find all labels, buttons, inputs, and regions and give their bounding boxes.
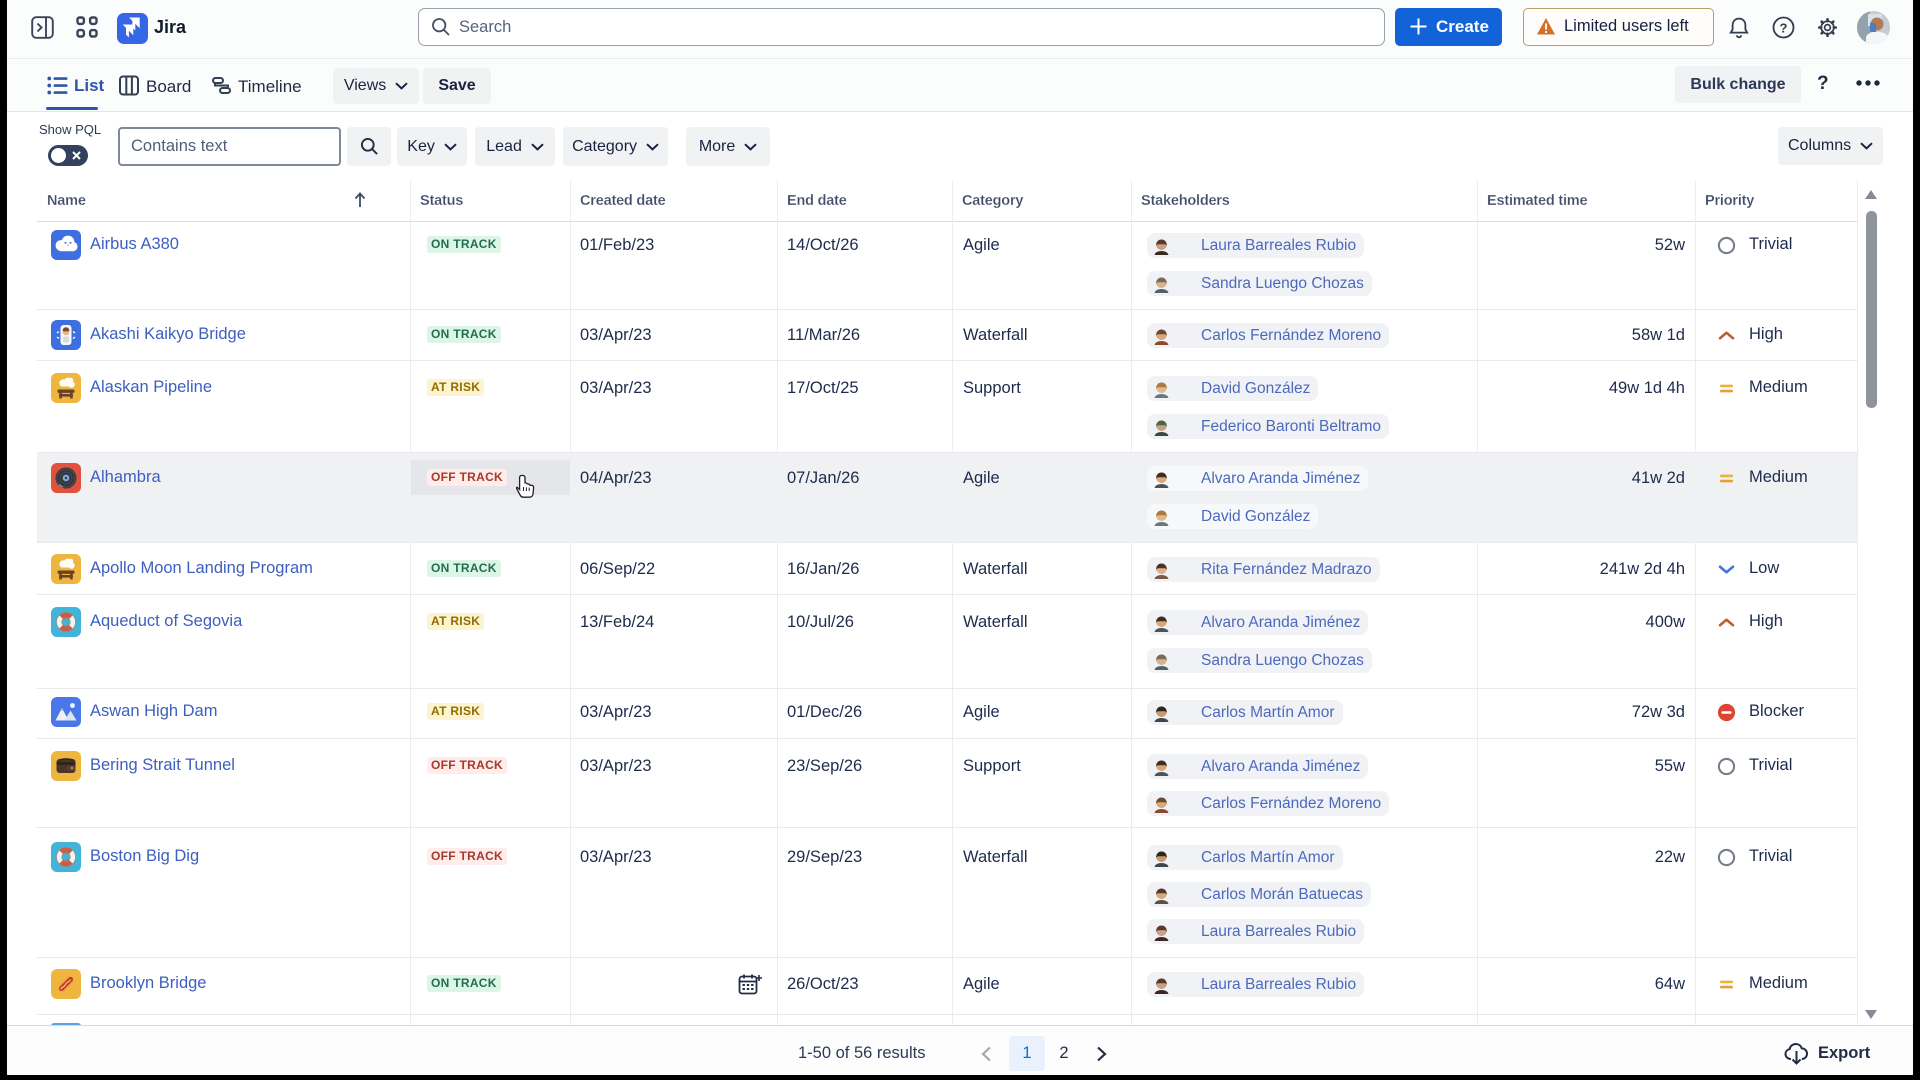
- svg-text:?: ?: [1780, 20, 1788, 35]
